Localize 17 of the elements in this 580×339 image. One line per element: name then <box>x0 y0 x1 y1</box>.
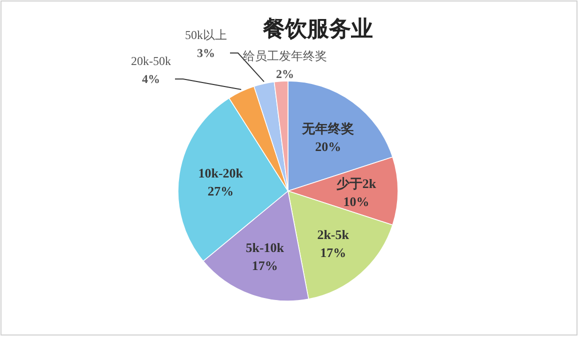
slice-label: 2k-5k <box>317 227 350 242</box>
slice-label: 50k以上 <box>185 28 227 42</box>
data-label: 17% <box>252 258 278 274</box>
data-label: 3% <box>197 46 215 60</box>
chart-title: 餐饮服务业 <box>262 17 373 42</box>
data-label: 10% <box>343 194 370 209</box>
data-label: 20% <box>315 138 342 154</box>
slice-label: 5k-10k <box>246 240 285 256</box>
slice-label: 20k-50k <box>131 54 171 68</box>
data-label: 4% <box>142 72 160 86</box>
data-label: 17% <box>320 245 346 260</box>
data-label: 2% <box>276 67 294 81</box>
slice-label: 少于2k <box>335 176 377 191</box>
slice-label: 10k-20k <box>198 165 244 180</box>
slice-label: 给员工发年终奖 <box>243 49 327 63</box>
data-label: 27% <box>208 183 234 198</box>
slice-label: 无年终奖 <box>301 120 354 136</box>
